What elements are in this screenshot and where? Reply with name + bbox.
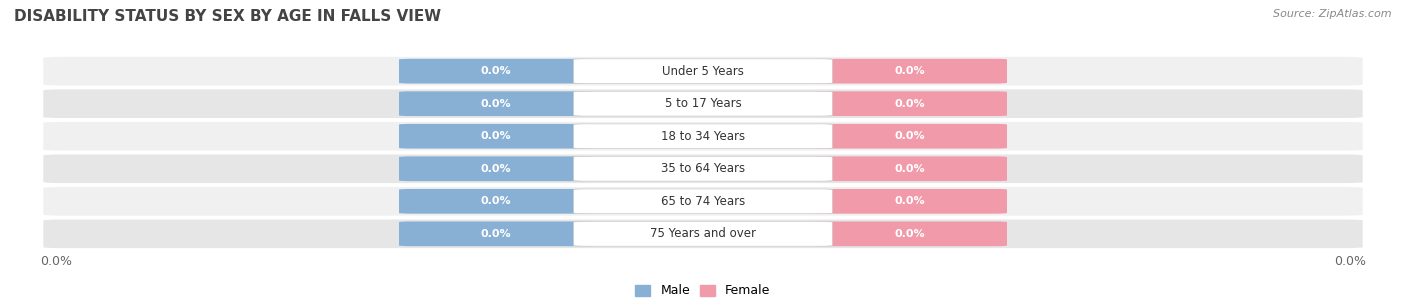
Text: 0.0%: 0.0%: [894, 196, 925, 206]
FancyBboxPatch shape: [44, 220, 1362, 248]
FancyBboxPatch shape: [813, 91, 1007, 116]
FancyBboxPatch shape: [574, 124, 832, 149]
Text: 0.0%: 0.0%: [894, 164, 925, 174]
Text: 0.0%: 0.0%: [481, 131, 512, 141]
FancyBboxPatch shape: [574, 189, 832, 214]
Text: 0.0%: 0.0%: [481, 229, 512, 239]
FancyBboxPatch shape: [399, 221, 593, 246]
Text: 0.0%: 0.0%: [481, 66, 512, 76]
FancyBboxPatch shape: [574, 221, 832, 246]
FancyBboxPatch shape: [44, 57, 1362, 85]
Text: 75 Years and over: 75 Years and over: [650, 227, 756, 240]
FancyBboxPatch shape: [574, 59, 832, 84]
FancyBboxPatch shape: [399, 91, 593, 116]
Text: 0.0%: 0.0%: [481, 196, 512, 206]
Text: 5 to 17 Years: 5 to 17 Years: [665, 97, 741, 110]
FancyBboxPatch shape: [44, 154, 1362, 183]
Text: 0.0%: 0.0%: [894, 99, 925, 109]
Text: 0.0%: 0.0%: [894, 229, 925, 239]
FancyBboxPatch shape: [813, 156, 1007, 181]
FancyBboxPatch shape: [44, 89, 1362, 118]
FancyBboxPatch shape: [574, 91, 832, 116]
FancyBboxPatch shape: [813, 189, 1007, 214]
Text: 0.0%: 0.0%: [481, 99, 512, 109]
Text: Under 5 Years: Under 5 Years: [662, 65, 744, 78]
Text: 0.0%: 0.0%: [894, 131, 925, 141]
FancyBboxPatch shape: [44, 122, 1362, 151]
FancyBboxPatch shape: [399, 156, 593, 181]
FancyBboxPatch shape: [813, 59, 1007, 84]
Text: 35 to 64 Years: 35 to 64 Years: [661, 162, 745, 175]
Text: 0.0%: 0.0%: [894, 66, 925, 76]
FancyBboxPatch shape: [813, 221, 1007, 246]
Text: DISABILITY STATUS BY SEX BY AGE IN FALLS VIEW: DISABILITY STATUS BY SEX BY AGE IN FALLS…: [14, 9, 441, 24]
FancyBboxPatch shape: [399, 59, 593, 84]
Text: 18 to 34 Years: 18 to 34 Years: [661, 130, 745, 143]
FancyBboxPatch shape: [399, 124, 593, 149]
Text: Source: ZipAtlas.com: Source: ZipAtlas.com: [1274, 9, 1392, 19]
FancyBboxPatch shape: [44, 187, 1362, 216]
Text: 65 to 74 Years: 65 to 74 Years: [661, 195, 745, 208]
FancyBboxPatch shape: [399, 189, 593, 214]
Legend: Male, Female: Male, Female: [630, 279, 776, 303]
Text: 0.0%: 0.0%: [481, 164, 512, 174]
FancyBboxPatch shape: [813, 124, 1007, 149]
FancyBboxPatch shape: [574, 156, 832, 181]
